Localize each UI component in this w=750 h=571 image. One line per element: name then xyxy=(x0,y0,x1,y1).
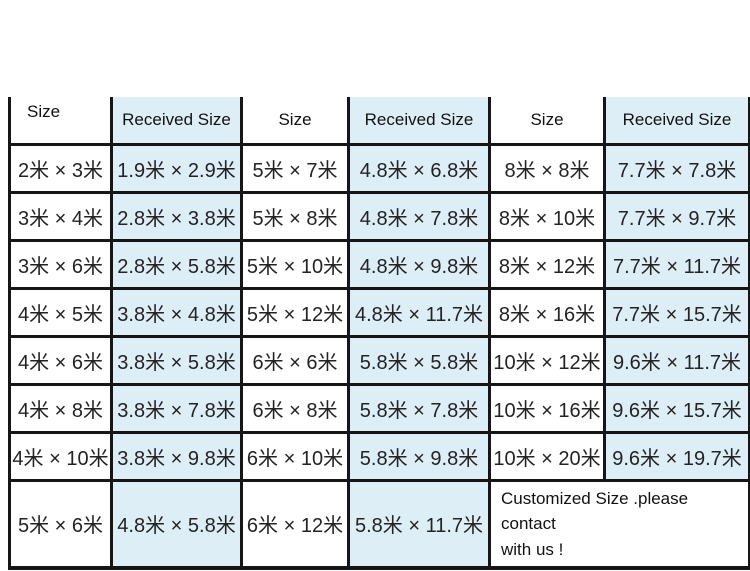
received-size-cell: 4.8米 × 6.8米 xyxy=(347,142,491,194)
size-cell: 5米 × 12米 xyxy=(240,286,350,338)
received-size-cell: 9.6米 × 19.7米 xyxy=(603,430,750,482)
received-size-cell: 5.8米 × 11.7米 xyxy=(347,478,491,570)
received-size-cell: 4.8米 × 5.8米 xyxy=(110,478,243,570)
table-body: 2米 × 3米 1.9米 × 2.9米 5米 × 7米 4.8米 × 6.8米 8米 ×… xyxy=(8,142,750,570)
received-size-cell: 9.6米 × 15.7米 xyxy=(603,382,750,434)
received-size-cell: 3.8米 × 4.8米 xyxy=(110,286,243,338)
received-size-cell: 9.6米 × 11.7米 xyxy=(603,334,750,386)
received-size-cell: 5.8米 × 9.8米 xyxy=(347,430,491,482)
customized-size-note-line: with us ! xyxy=(501,539,564,559)
received-size-cell: 4.8米 × 9.8米 xyxy=(347,238,491,290)
size-cell: 4米 × 5米 xyxy=(8,286,113,338)
column-header-received-size: Received Size xyxy=(347,97,491,146)
size-cell: 8米 × 8米 xyxy=(488,142,606,194)
size-cell: 4米 × 8米 xyxy=(8,382,113,434)
size-cell: 5米 × 10米 xyxy=(240,238,350,290)
received-size-cell: 3.8米 × 9.8米 xyxy=(110,430,243,482)
size-cell: 2米 × 3米 xyxy=(8,142,113,194)
table-row: 5米 × 6米 4.8米 × 5.8米 6米 × 12米 5.8米 × 11.7米 Cu… xyxy=(8,478,750,570)
customized-size-note-line: Customized Size .please contact xyxy=(501,488,689,534)
received-size-cell: 4.8米 × 7.8米 xyxy=(347,190,491,242)
size-cell: 10米 × 20米 xyxy=(488,430,606,482)
table-row: 3米 × 4米 2.8米 × 3.8米 5米 × 8米 4.8米 × 7.8米 8米 ×… xyxy=(8,190,750,242)
size-chart: Size Received Size Size Received Size Size Re… xyxy=(8,97,750,570)
size-cell: 6米 × 6米 xyxy=(240,334,350,386)
size-cell: 5米 × 6米 xyxy=(8,478,113,570)
column-header-size: Size xyxy=(240,97,350,146)
size-cell: 4米 × 6米 xyxy=(8,334,113,386)
size-cell: 6米 × 12米 xyxy=(240,478,350,570)
table-row: 4米 × 8米 3.8米 × 7.8米 6米 × 8米 5.8米 × 7.8米 10米 … xyxy=(8,382,750,434)
received-size-cell: 1.9米 × 2.9米 xyxy=(110,142,243,194)
size-cell: 3米 × 4米 xyxy=(8,190,113,242)
received-size-cell: 4.8米 × 11.7米 xyxy=(347,286,491,338)
size-cell: 5米 × 8米 xyxy=(240,190,350,242)
column-header-size: Size xyxy=(8,97,113,146)
received-size-cell: 5.8米 × 5.8米 xyxy=(347,334,491,386)
size-cell: 4米 × 10米 xyxy=(8,430,113,482)
received-size-cell: 3.8米 × 5.8米 xyxy=(110,334,243,386)
size-cell: 8米 × 10米 xyxy=(488,190,606,242)
size-cell: 10米 × 12米 xyxy=(488,334,606,386)
size-cell: 5米 × 7米 xyxy=(240,142,350,194)
size-cell: 3米 × 6米 xyxy=(8,238,113,290)
received-size-cell: 7.7米 × 7.8米 xyxy=(603,142,750,194)
received-size-cell: 7.7米 × 15.7米 xyxy=(603,286,750,338)
size-cell: 6米 × 8米 xyxy=(240,382,350,434)
received-size-cell: 5.8米 × 7.8米 xyxy=(347,382,491,434)
received-size-cell: 7.7米 × 9.7米 xyxy=(603,190,750,242)
table-row: 3米 × 6米 2.8米 × 5.8米 5米 × 10米 4.8米 × 9.8米 8米 … xyxy=(8,238,750,290)
received-size-cell: 3.8米 × 7.8米 xyxy=(110,382,243,434)
column-header-size: Size xyxy=(488,97,606,146)
size-cell: 10米 × 16米 xyxy=(488,382,606,434)
table-row: 4米 × 10米 3.8米 × 9.8米 6米 × 10米 5.8米 × 9.8米 10… xyxy=(8,430,750,482)
received-size-cell: 7.7米 × 11.7米 xyxy=(603,238,750,290)
column-header-received-size: Received Size xyxy=(603,97,750,146)
column-header-received-size: Received Size xyxy=(110,97,243,146)
table-row: 2米 × 3米 1.9米 × 2.9米 5米 × 7米 4.8米 × 6.8米 8米 ×… xyxy=(8,142,750,194)
size-cell: 8米 × 16米 xyxy=(488,286,606,338)
table-header-row: Size Received Size Size Received Size Size Re… xyxy=(8,97,750,146)
customized-size-note: Customized Size .please contact with us ! xyxy=(488,478,750,570)
received-size-cell: 2.8米 × 5.8米 xyxy=(110,238,243,290)
size-cell: 6米 × 10米 xyxy=(240,430,350,482)
received-size-cell: 2.8米 × 3.8米 xyxy=(110,190,243,242)
table-row: 4米 × 5米 3.8米 × 4.8米 5米 × 12米 4.8米 × 11.7米 8米… xyxy=(8,286,750,338)
size-chart-table: Size Received Size Size Received Size Size Re… xyxy=(8,97,750,570)
size-cell: 8米 × 12米 xyxy=(488,238,606,290)
table-row: 4米 × 6米 3.8米 × 5.8米 6米 × 6米 5.8米 × 5.8米 10米 … xyxy=(8,334,750,386)
